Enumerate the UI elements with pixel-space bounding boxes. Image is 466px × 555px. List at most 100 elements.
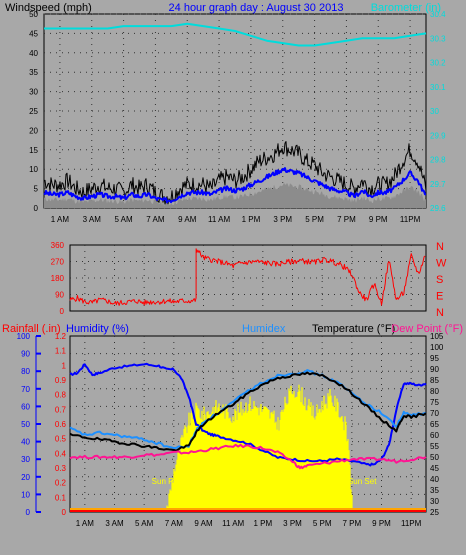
solar-bar <box>346 441 348 512</box>
humidity-tick-label: 100 <box>17 332 31 341</box>
solar-bar <box>209 414 211 512</box>
solar-bar <box>290 385 292 512</box>
wind-tick-label: 25 <box>29 107 38 116</box>
solar-bar <box>260 404 262 512</box>
solar-bar <box>171 480 173 512</box>
solar-bar <box>257 407 259 512</box>
solar-bar <box>181 435 183 512</box>
wind-tick-label: 45 <box>29 29 38 38</box>
temperature-tick-label: 90 <box>430 365 439 374</box>
solar-bar <box>182 437 184 512</box>
solar-bar <box>314 419 316 512</box>
solar-bar <box>262 409 264 512</box>
solar-bar <box>196 405 198 512</box>
barometer-tick-label: 29.7 <box>430 180 446 189</box>
solar-bar <box>342 421 344 512</box>
solar-bar <box>266 408 268 512</box>
solar-bar <box>289 391 291 512</box>
humidity-tick-label: 40 <box>21 438 30 447</box>
solar-bar <box>249 396 251 512</box>
x-tick-label: 7 AM <box>146 215 165 224</box>
direction-plot-area <box>69 244 427 312</box>
barometer-line <box>44 22 427 47</box>
x-tick-label: 3 AM <box>83 215 102 224</box>
x-tick-label: 11 AM <box>208 215 230 224</box>
solar-bar <box>281 410 283 512</box>
temperature-tick-label: 100 <box>430 343 444 352</box>
solar-bar <box>227 412 229 512</box>
x-tick-label: 9 AM <box>178 215 197 224</box>
rainfall-tick-label: 0.3 <box>55 464 67 473</box>
solar-bar <box>216 411 218 512</box>
solar-bar <box>191 407 193 512</box>
solar-bar <box>351 494 353 512</box>
solar-bar <box>229 417 231 512</box>
temperature-tick-label: 85 <box>430 376 439 385</box>
solar-bar <box>291 393 293 512</box>
x-tick-label: 11 AM <box>222 519 244 528</box>
solar-bar <box>185 427 187 512</box>
solar-bar <box>190 413 192 512</box>
compass-tick-label: N <box>436 241 444 253</box>
wind-tick-label: 20 <box>29 126 38 135</box>
barometer-tick-label: 29.8 <box>430 156 446 165</box>
wind-tick-label: 50 <box>29 10 38 19</box>
solar-bar <box>328 396 330 512</box>
solar-bar <box>348 450 350 512</box>
rainfall-tick-label: 1.1 <box>55 347 67 356</box>
solar-bar <box>251 409 253 512</box>
solar-bar <box>217 407 219 512</box>
solar-bar <box>184 425 186 512</box>
solar-bar <box>334 395 336 512</box>
temperature-axis-label: Temperature (°F) <box>312 323 395 335</box>
wind-gust-line <box>43 141 427 205</box>
solar-bar <box>233 421 235 512</box>
solar-bar <box>297 392 299 512</box>
solar-bar <box>345 421 347 512</box>
solar-bar <box>176 459 178 512</box>
wind-tick-label: 15 <box>29 146 38 155</box>
solar-bar <box>270 412 272 512</box>
solar-bar <box>271 411 273 512</box>
solar-bar <box>292 394 294 512</box>
humidity-tick-label: 30 <box>21 455 30 464</box>
solar-bar <box>172 482 174 512</box>
dewpoint-axis-label: Dew Point (°F) <box>391 323 463 335</box>
compass-tick-label: N <box>436 307 444 319</box>
solar-bar <box>340 417 342 512</box>
solar-bar <box>268 410 270 512</box>
temperature-tick-label: 95 <box>430 354 439 363</box>
solar-bar <box>242 409 244 512</box>
solar-bar <box>293 390 295 512</box>
solar-bar <box>324 404 326 512</box>
humidity-tick-label: 10 <box>21 490 30 499</box>
temperature-tick-label: 80 <box>430 387 439 396</box>
solar-bar <box>208 414 210 512</box>
temperature-tick-label: 25 <box>430 508 439 517</box>
solar-bar <box>228 418 230 512</box>
solar-bar <box>187 425 189 512</box>
solar-bar <box>213 417 215 512</box>
solar-bar <box>255 406 257 512</box>
solar-bar <box>204 414 206 512</box>
temperature-tick-label: 60 <box>430 431 439 440</box>
solar-bar <box>197 408 199 512</box>
x-tick-label: 5 AM <box>114 215 133 224</box>
solar-bar <box>276 429 278 512</box>
solar-bar <box>223 407 225 512</box>
solar-bar <box>240 401 242 512</box>
solar-bar <box>253 401 255 512</box>
solar-bar <box>277 417 279 512</box>
solar-bar <box>194 419 196 512</box>
solar-bar <box>248 403 250 512</box>
solar-bar <box>343 430 345 512</box>
solar-bar <box>331 402 333 512</box>
barometer-tick-label: 29.9 <box>430 131 446 140</box>
solar-bar <box>307 405 309 512</box>
solar-bar <box>347 439 349 512</box>
humidity-tick-label: 50 <box>21 420 30 429</box>
solar-bar <box>254 406 256 512</box>
direction-tick-label: 360 <box>51 241 65 250</box>
